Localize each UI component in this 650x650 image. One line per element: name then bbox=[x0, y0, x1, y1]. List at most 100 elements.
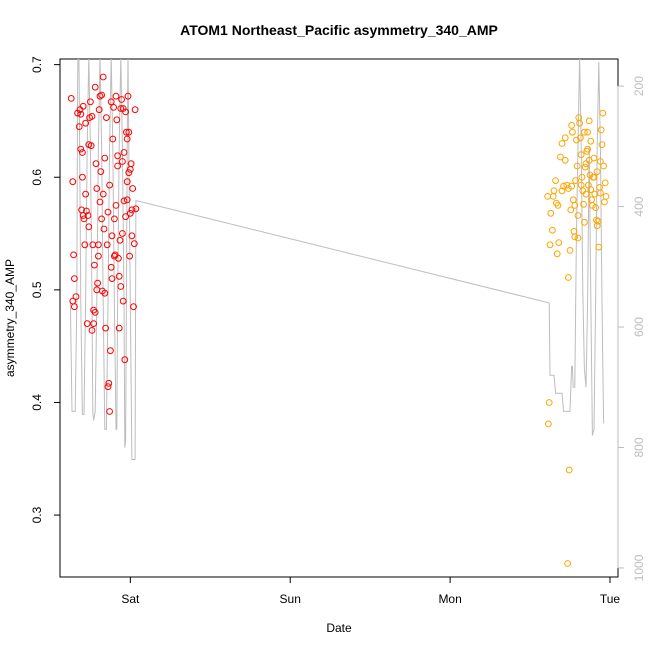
y-tick-label: 0.5 bbox=[30, 281, 44, 298]
right-tick-label: 600 bbox=[632, 317, 646, 337]
data-point bbox=[584, 128, 591, 136]
data-point bbox=[67, 95, 75, 102]
data-point bbox=[561, 134, 569, 142]
data-point bbox=[577, 151, 585, 159]
data-point bbox=[114, 152, 121, 160]
data-point bbox=[120, 149, 128, 156]
data-point bbox=[598, 141, 606, 149]
data-point bbox=[88, 327, 96, 334]
data-point bbox=[91, 261, 98, 269]
data-point bbox=[595, 243, 603, 251]
data-point bbox=[126, 252, 134, 260]
x-tick-label: Mon bbox=[438, 592, 461, 606]
data-point bbox=[129, 185, 137, 192]
data-point bbox=[92, 160, 100, 168]
data-point bbox=[549, 226, 556, 234]
x-tick-label: Tue bbox=[600, 592, 621, 606]
data-point bbox=[123, 178, 131, 186]
data-point bbox=[122, 213, 129, 221]
data-point bbox=[568, 122, 575, 129]
data-point bbox=[111, 252, 118, 260]
data-point bbox=[106, 181, 113, 189]
data-point bbox=[564, 560, 571, 567]
data-point bbox=[130, 303, 137, 311]
data-point bbox=[557, 153, 564, 161]
data-point bbox=[121, 356, 129, 364]
data-point bbox=[572, 177, 579, 185]
data-point bbox=[597, 189, 604, 197]
data-point bbox=[125, 128, 133, 136]
data-point bbox=[116, 236, 124, 244]
data-point bbox=[77, 110, 85, 118]
data-point bbox=[77, 145, 85, 153]
data-point bbox=[119, 230, 126, 237]
data-point bbox=[571, 202, 579, 209]
y-tick-label: 0.3 bbox=[30, 506, 44, 523]
data-point bbox=[128, 206, 136, 214]
data-point bbox=[594, 217, 602, 225]
data-point bbox=[83, 207, 90, 215]
data-point bbox=[104, 208, 112, 216]
data-point bbox=[587, 186, 595, 194]
x-axis: Sat Sun Mon Tue bbox=[121, 576, 621, 606]
data-point bbox=[103, 241, 111, 249]
data-point bbox=[118, 96, 125, 103]
data-point bbox=[574, 212, 582, 219]
data-point bbox=[563, 181, 571, 189]
data-point bbox=[114, 162, 121, 170]
data-point bbox=[96, 198, 104, 206]
data-point bbox=[111, 215, 118, 223]
data-point bbox=[592, 204, 599, 212]
data-point bbox=[81, 241, 89, 249]
data-point bbox=[590, 173, 598, 181]
data-point bbox=[79, 102, 87, 110]
data-point bbox=[580, 200, 587, 208]
data-point bbox=[98, 215, 105, 223]
data-point bbox=[565, 185, 572, 192]
data-point bbox=[75, 123, 83, 130]
data-point bbox=[102, 324, 109, 332]
data-point bbox=[550, 187, 558, 195]
data-point bbox=[100, 225, 108, 233]
data-point bbox=[565, 274, 572, 281]
data-point bbox=[96, 92, 104, 100]
data-point bbox=[95, 252, 102, 260]
right-tick-label: 800 bbox=[632, 437, 646, 457]
data-point bbox=[112, 92, 120, 100]
data-point bbox=[91, 83, 99, 91]
data-point bbox=[79, 149, 86, 156]
data-point bbox=[573, 162, 581, 170]
data-point bbox=[98, 91, 105, 99]
data-point bbox=[95, 241, 102, 249]
data-point bbox=[571, 233, 579, 241]
data-point bbox=[555, 239, 563, 247]
data-point bbox=[104, 383, 112, 391]
y-axis-right: 200 400 600 800 1000 bbox=[617, 76, 646, 581]
data-point bbox=[93, 286, 101, 294]
x-tick-label: Sat bbox=[121, 592, 140, 606]
data-point bbox=[128, 232, 136, 240]
data-point bbox=[117, 105, 125, 112]
data-point bbox=[107, 347, 114, 355]
data-point bbox=[597, 158, 604, 165]
data-point bbox=[566, 247, 574, 254]
y-tick-label: 0.4 bbox=[30, 394, 44, 411]
data-point bbox=[576, 119, 583, 127]
data-point bbox=[574, 234, 582, 242]
data-point bbox=[69, 178, 77, 186]
data-point bbox=[582, 190, 590, 198]
right-tick-label: 1000 bbox=[632, 554, 646, 581]
x-tick-label: Sun bbox=[280, 592, 301, 606]
chart-title: ATOM1 Northeast_Pacific asymmetry_340_AM… bbox=[180, 22, 498, 38]
data-point bbox=[569, 196, 577, 204]
plot-frame bbox=[59, 58, 619, 578]
data-point bbox=[72, 293, 80, 301]
data-point bbox=[600, 162, 607, 170]
data-point bbox=[82, 119, 89, 127]
data-point bbox=[581, 218, 588, 226]
data-point bbox=[70, 251, 77, 259]
data-point bbox=[123, 135, 131, 143]
data-point bbox=[79, 173, 86, 181]
data-point bbox=[554, 202, 562, 209]
data-point bbox=[101, 289, 109, 297]
